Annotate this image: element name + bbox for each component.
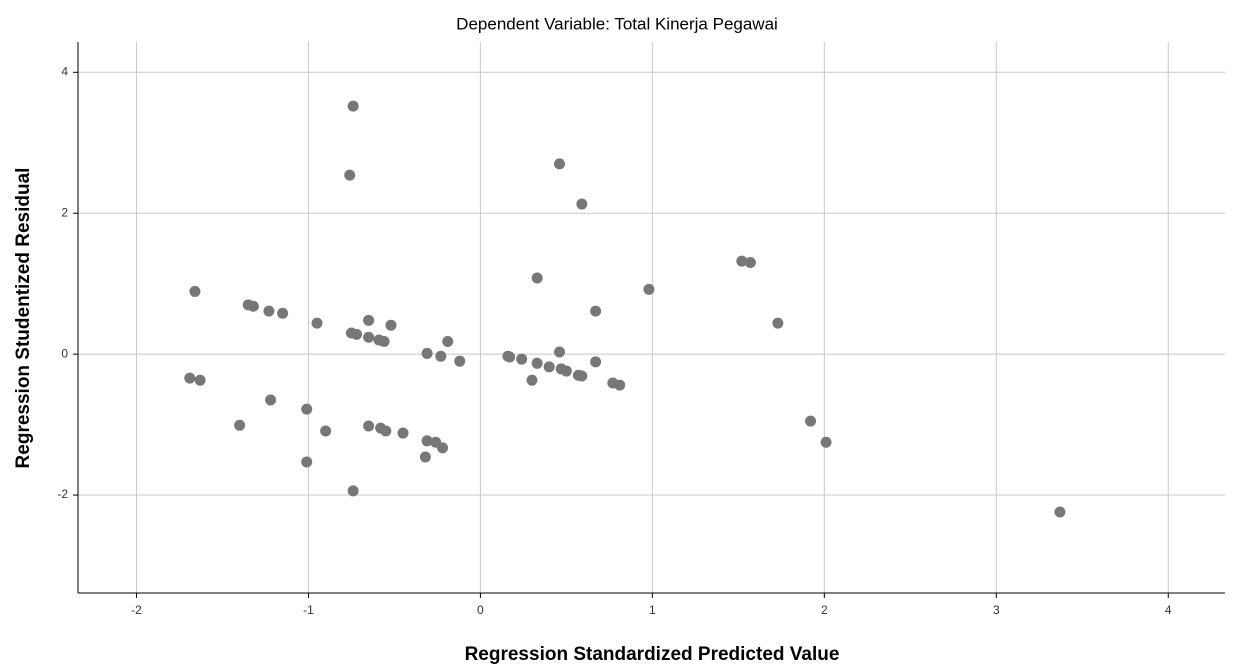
point [344, 169, 356, 181]
point [614, 379, 626, 391]
chart-title: Dependent Variable: Total Kinerja Pegawa… [456, 14, 778, 33]
point [263, 305, 275, 317]
x-tick-label: 2 [821, 603, 828, 617]
point [543, 361, 555, 373]
point [590, 356, 602, 368]
point [516, 353, 528, 365]
point [772, 317, 784, 329]
x-tick-label: -2 [131, 603, 142, 617]
y-tick-label: 4 [61, 64, 68, 78]
point [736, 255, 748, 267]
x-tick-label: 0 [477, 603, 484, 617]
point [265, 394, 277, 406]
point [435, 350, 447, 362]
x-tick-label: -1 [303, 603, 314, 617]
point [347, 100, 359, 112]
point [419, 451, 431, 463]
point [277, 307, 289, 319]
point [504, 351, 516, 363]
x-tick-label: 4 [1165, 603, 1172, 617]
point [421, 347, 433, 359]
point [526, 374, 538, 386]
point [421, 435, 433, 447]
point [363, 331, 375, 343]
point [380, 425, 392, 437]
point [643, 283, 655, 295]
point [553, 158, 565, 170]
point [301, 456, 313, 468]
point [301, 403, 313, 415]
point [385, 319, 397, 331]
point [311, 317, 323, 329]
point [560, 365, 572, 377]
x-tick-label: 3 [993, 603, 1000, 617]
point [553, 346, 565, 358]
point [744, 257, 756, 269]
point [590, 305, 602, 317]
point [454, 355, 466, 367]
point [194, 374, 206, 386]
x-tick-label: 1 [649, 603, 656, 617]
point [363, 420, 375, 432]
point [442, 335, 454, 347]
point [820, 436, 832, 448]
point [234, 419, 246, 431]
point [189, 285, 201, 297]
point [576, 198, 588, 210]
y-tick-label: -2 [57, 487, 68, 501]
point [347, 485, 359, 497]
point [351, 328, 363, 340]
y-tick-label: 2 [61, 205, 68, 219]
point [378, 335, 390, 347]
point [437, 442, 449, 454]
point [363, 314, 375, 326]
point [531, 272, 543, 284]
y-axis-title: Regression Studentized Residual [13, 168, 34, 469]
y-tick-label: 0 [61, 346, 68, 360]
point [184, 372, 196, 384]
point [576, 370, 588, 382]
point [397, 427, 409, 439]
x-axis-title: Regression Standardized Predicted Value [465, 644, 840, 665]
point [247, 300, 259, 312]
point [531, 357, 543, 369]
point [320, 425, 332, 437]
point [1054, 506, 1066, 518]
point [805, 415, 817, 427]
